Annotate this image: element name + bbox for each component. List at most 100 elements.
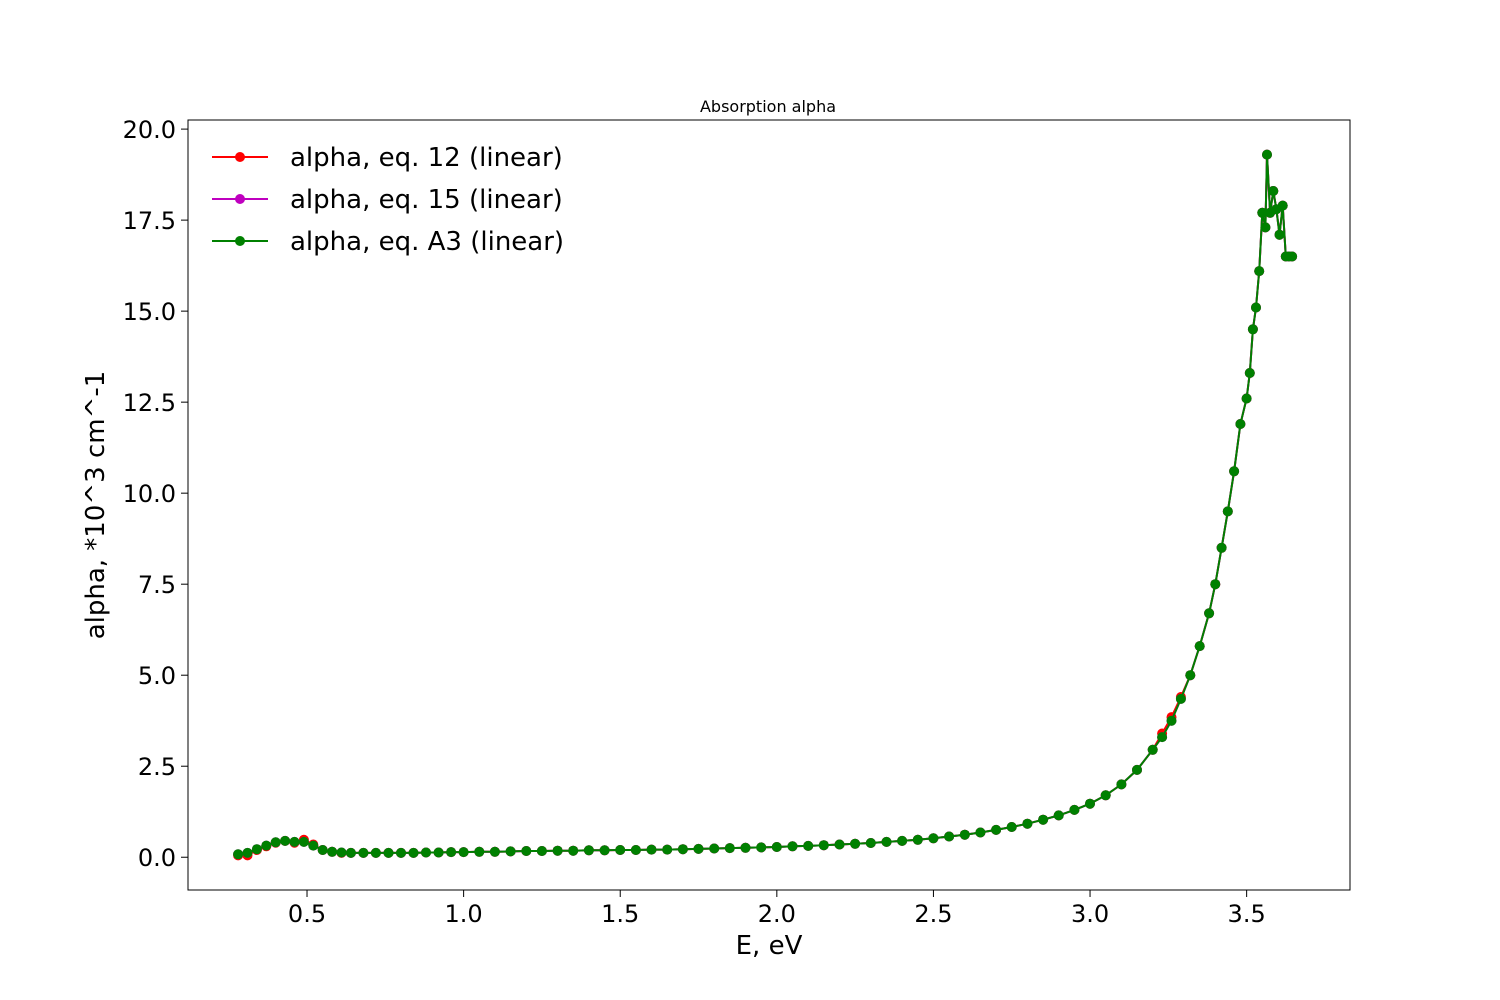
data-point	[1229, 466, 1240, 477]
legend-label: alpha, eq. 12 (linear)	[290, 143, 563, 173]
y-tick-label: 0.0	[138, 844, 176, 872]
chart-title: Absorption alpha	[700, 97, 836, 116]
data-point	[308, 840, 319, 851]
data-point	[327, 846, 338, 857]
plot-area-frame	[187, 119, 1351, 891]
data-point	[599, 845, 610, 856]
data-point	[756, 842, 767, 853]
data-point	[552, 845, 563, 856]
data-point	[1235, 419, 1246, 429]
data-point	[959, 829, 970, 840]
data-point	[1268, 186, 1279, 196]
series-line	[237, 154, 1293, 856]
data-point	[583, 845, 594, 856]
data-point	[1204, 608, 1215, 619]
data-point	[1185, 670, 1196, 681]
y-tick-label: 10.0	[123, 480, 176, 508]
data-point	[1257, 207, 1268, 218]
data-point	[818, 840, 829, 851]
data-point	[1247, 324, 1258, 335]
data-point	[1147, 744, 1158, 755]
data-point	[693, 843, 704, 854]
data-point	[261, 840, 272, 851]
x-tick-label: 2.0	[758, 900, 796, 928]
data-point	[458, 847, 469, 858]
x-tick-label: 2.5	[914, 900, 952, 928]
data-point	[803, 840, 814, 851]
data-point	[421, 847, 431, 858]
data-point	[1085, 798, 1095, 809]
data-point	[1244, 368, 1255, 378]
data-point	[345, 847, 356, 858]
data-point	[850, 838, 861, 849]
data-point	[865, 838, 876, 848]
data-point	[1022, 818, 1033, 829]
data-point	[289, 836, 300, 847]
data-point	[630, 845, 641, 855]
legend-marker	[235, 152, 245, 162]
data-point	[408, 847, 419, 858]
data-point	[489, 846, 500, 857]
legend-label: alpha, eq. 15 (linear)	[290, 185, 563, 215]
data-point	[709, 843, 720, 854]
data-point	[1241, 393, 1252, 404]
series-3	[233, 149, 1298, 860]
data-point	[771, 842, 782, 852]
data-point	[724, 843, 735, 854]
data-point	[298, 836, 309, 847]
legend-marker	[235, 236, 245, 246]
legend-label: alpha, eq. A3 (linear)	[290, 227, 564, 257]
y-tick-label: 12.5	[123, 389, 176, 417]
y-tick-label: 17.5	[123, 207, 176, 235]
data-point	[474, 846, 485, 857]
y-tick-label: 2.5	[138, 753, 176, 781]
data-point	[251, 844, 262, 855]
series-line	[237, 154, 1293, 856]
data-point	[396, 847, 406, 858]
data-point	[928, 833, 939, 844]
data-point	[505, 846, 516, 857]
data-point	[280, 835, 291, 846]
data-point	[568, 845, 579, 856]
data-point	[1216, 542, 1227, 553]
data-point	[1166, 715, 1177, 726]
data-point	[1194, 641, 1205, 652]
data-point	[1069, 804, 1080, 815]
data-point	[446, 847, 457, 858]
series-layer	[233, 149, 1298, 861]
data-point	[1262, 149, 1272, 160]
y-tick-label: 7.5	[138, 571, 176, 599]
data-point	[1006, 822, 1017, 832]
x-tick-label: 3.0	[1071, 900, 1109, 928]
data-point	[233, 849, 244, 860]
data-point	[270, 837, 281, 848]
x-tick-label: 3.5	[1228, 900, 1266, 928]
data-point	[336, 847, 347, 858]
data-point	[1116, 779, 1127, 790]
x-axis: 0.5 1.0 1.5 2.0 2.5 3.0 3.5	[288, 890, 1266, 928]
data-point	[1251, 302, 1261, 313]
y-axis-label: alpha, *10^3 cm^-1	[81, 371, 111, 640]
x-axis-label: E, eV	[736, 931, 803, 961]
data-point	[1157, 732, 1168, 743]
data-point	[1175, 693, 1186, 704]
data-point	[834, 839, 845, 850]
data-point	[1274, 229, 1285, 240]
data-point	[975, 827, 986, 838]
y-axis: 0.0 2.5 5.0 7.5 10.0 12.5 15.0 17.5 20.0	[123, 116, 188, 872]
data-point	[881, 836, 892, 847]
data-point	[787, 841, 798, 852]
data-point	[912, 834, 923, 845]
data-point	[1260, 222, 1271, 233]
data-point	[370, 847, 381, 858]
x-tick-label: 1.5	[601, 900, 639, 928]
data-point	[897, 835, 908, 846]
data-point	[615, 845, 626, 855]
y-tick-label: 20.0	[123, 116, 176, 144]
x-tick-label: 1.0	[445, 900, 483, 928]
data-point	[1038, 814, 1049, 825]
data-point	[383, 847, 394, 858]
data-point	[317, 845, 328, 855]
data-point	[677, 844, 688, 855]
